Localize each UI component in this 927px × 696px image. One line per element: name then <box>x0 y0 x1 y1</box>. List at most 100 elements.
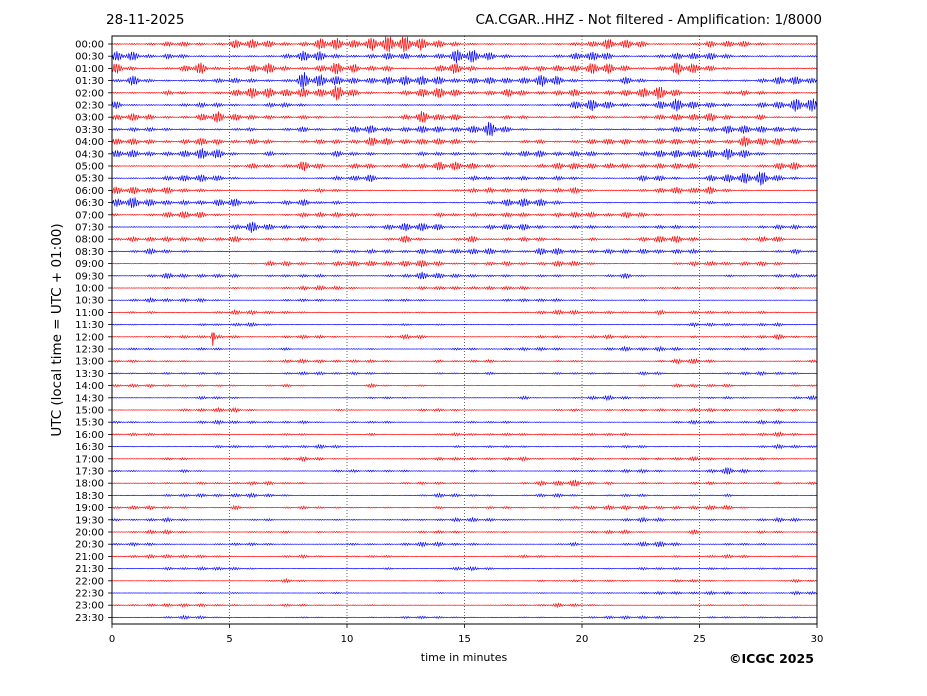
y-tick-label: 08:00 <box>75 235 104 246</box>
trace-layer <box>111 36 818 620</box>
y-tick-label: 22:00 <box>75 576 104 587</box>
trace-2130 <box>111 565 818 572</box>
y-tick-label: 02:00 <box>75 88 104 99</box>
y-tick-label: 13:30 <box>75 369 104 380</box>
trace-1300 <box>111 357 818 365</box>
trace-0730 <box>111 221 818 233</box>
trace-1800 <box>111 479 818 487</box>
trace-1700 <box>111 455 818 462</box>
y-tick-label: 12:00 <box>75 332 104 343</box>
trace-0430 <box>111 148 818 160</box>
y-tick-label: 16:00 <box>75 430 104 441</box>
trace-0800 <box>111 235 818 244</box>
y-tick-label: 01:30 <box>75 76 104 87</box>
trace-0230 <box>111 98 818 112</box>
trace-0330 <box>111 121 818 137</box>
y-tick-label: 04:30 <box>75 149 104 160</box>
trace-1200 <box>111 332 818 347</box>
chart-title: CA.CGAR..HHZ - Not filtered - Amplificat… <box>475 12 822 28</box>
trace-2200 <box>111 577 818 584</box>
trace-0400 <box>111 136 817 147</box>
y-tick-label: 00:30 <box>75 52 104 63</box>
trace-0500 <box>111 161 818 171</box>
y-tick-label: 14:30 <box>75 393 104 404</box>
y-tick-label: 21:00 <box>75 552 104 563</box>
y-tick-label: 18:00 <box>75 479 104 490</box>
trace-0700 <box>111 210 818 219</box>
y-tick-label: 21:30 <box>75 564 104 575</box>
trace-1500 <box>111 406 817 414</box>
y-tick-label: 12:30 <box>75 345 104 356</box>
trace-1630 <box>111 443 818 450</box>
y-tick-label: 14:00 <box>75 381 104 392</box>
trace-0900 <box>111 259 817 268</box>
y-tick-label: 05:30 <box>75 174 104 185</box>
trace-1900 <box>111 504 818 511</box>
x-axis-label: time in minutes <box>420 651 508 664</box>
trace-0300 <box>111 111 817 123</box>
x-tick-label: 10 <box>341 634 354 645</box>
trace-2300 <box>111 602 817 609</box>
trace-1130 <box>111 321 817 328</box>
trace-0000 <box>111 36 818 53</box>
trace-0830 <box>111 247 818 256</box>
y-tick-label: 06:30 <box>75 198 104 209</box>
y-tick-label: 19:30 <box>75 515 104 526</box>
trace-1930 <box>111 516 818 523</box>
y-tick-label: 02:30 <box>75 101 104 112</box>
x-tick-label: 20 <box>576 634 589 645</box>
y-tick-label: 20:00 <box>75 528 104 539</box>
trace-1100 <box>111 308 817 316</box>
y-tick-label: 23:30 <box>75 613 104 624</box>
y-tick-label: 05:00 <box>75 162 104 173</box>
trace-1030 <box>111 296 817 304</box>
trace-1730 <box>111 466 817 476</box>
y-tick-label: 22:30 <box>75 589 104 600</box>
y-tick-label: 20:30 <box>75 540 104 551</box>
x-tick-label: 0 <box>109 634 115 645</box>
y-tick-label: 18:30 <box>75 491 104 502</box>
trace-0600 <box>111 186 818 195</box>
trace-2000 <box>111 528 818 536</box>
copyright-label: ©ICGC 2025 <box>729 651 814 666</box>
trace-2230 <box>111 590 818 596</box>
y-tick-label: 11:00 <box>75 308 104 319</box>
y-tick-label: 16:30 <box>75 442 104 453</box>
trace-0130 <box>111 72 818 90</box>
y-tick-label: 03:30 <box>75 125 104 136</box>
y-tick-label: 03:00 <box>75 113 104 124</box>
grid-layer <box>229 36 700 624</box>
trace-0930 <box>111 271 818 280</box>
x-tick-label: 5 <box>226 634 232 645</box>
y-tick-label: 23:00 <box>75 601 104 612</box>
y-tick-label: 08:30 <box>75 247 104 258</box>
trace-1830 <box>111 492 817 499</box>
trace-1330 <box>111 370 817 377</box>
trace-2330 <box>111 614 817 620</box>
trace-0530 <box>111 171 818 186</box>
trace-1430 <box>111 394 818 402</box>
y-tick-label: 19:00 <box>75 503 104 514</box>
trace-0200 <box>111 85 818 101</box>
y-tick-label: 15:30 <box>75 418 104 429</box>
trace-1230 <box>111 345 817 353</box>
y-tick-label: 13:00 <box>75 357 104 368</box>
y-tick-label: 09:00 <box>75 259 104 270</box>
trace-1000 <box>111 284 817 291</box>
y-tick-label: 11:30 <box>75 320 104 331</box>
x-tick-label: 25 <box>693 634 706 645</box>
trace-2030 <box>111 540 818 548</box>
y-tick-label: 04:00 <box>75 137 104 148</box>
trace-1530 <box>111 419 818 426</box>
y-tick-label: 01:00 <box>75 64 104 75</box>
y-tick-label: 09:30 <box>75 271 104 282</box>
y-tick-label: 10:00 <box>75 284 104 295</box>
y-tick-label: 17:00 <box>75 454 104 465</box>
y-tick-label: 06:00 <box>75 186 104 197</box>
y-tick-label: 07:00 <box>75 210 104 221</box>
y-tick-label: 00:00 <box>75 40 104 51</box>
trace-0100 <box>111 62 818 75</box>
y-tick-label: 15:00 <box>75 406 104 417</box>
